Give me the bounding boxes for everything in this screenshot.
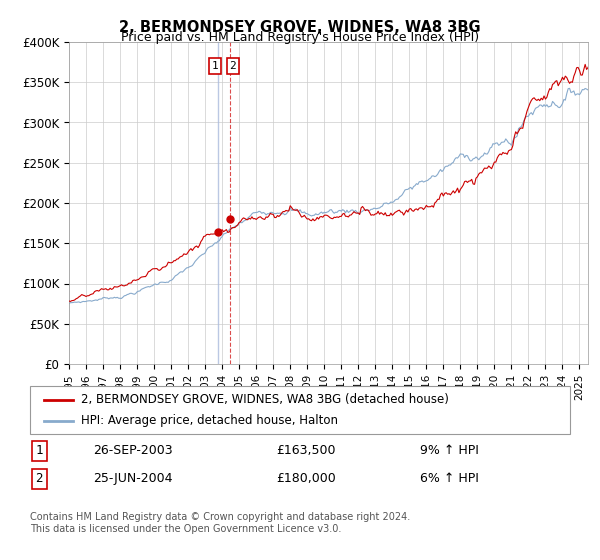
Text: Contains HM Land Registry data © Crown copyright and database right 2024.
This d: Contains HM Land Registry data © Crown c… — [30, 512, 410, 534]
Text: 25-JUN-2004: 25-JUN-2004 — [93, 472, 173, 486]
Text: 9% ↑ HPI: 9% ↑ HPI — [420, 444, 479, 458]
Text: 2: 2 — [229, 61, 236, 71]
Text: 6% ↑ HPI: 6% ↑ HPI — [420, 472, 479, 486]
Text: 1: 1 — [212, 61, 218, 71]
Text: 2, BERMONDSEY GROVE, WIDNES, WA8 3BG: 2, BERMONDSEY GROVE, WIDNES, WA8 3BG — [119, 20, 481, 35]
FancyBboxPatch shape — [30, 386, 570, 434]
Text: 2: 2 — [35, 472, 43, 486]
Text: 2, BERMONDSEY GROVE, WIDNES, WA8 3BG (detached house): 2, BERMONDSEY GROVE, WIDNES, WA8 3BG (de… — [82, 393, 449, 406]
Text: 1: 1 — [35, 444, 43, 458]
Text: Price paid vs. HM Land Registry's House Price Index (HPI): Price paid vs. HM Land Registry's House … — [121, 31, 479, 44]
Text: £180,000: £180,000 — [276, 472, 336, 486]
Text: 26-SEP-2003: 26-SEP-2003 — [93, 444, 173, 458]
Text: HPI: Average price, detached house, Halton: HPI: Average price, detached house, Halt… — [82, 414, 338, 427]
Text: £163,500: £163,500 — [276, 444, 335, 458]
